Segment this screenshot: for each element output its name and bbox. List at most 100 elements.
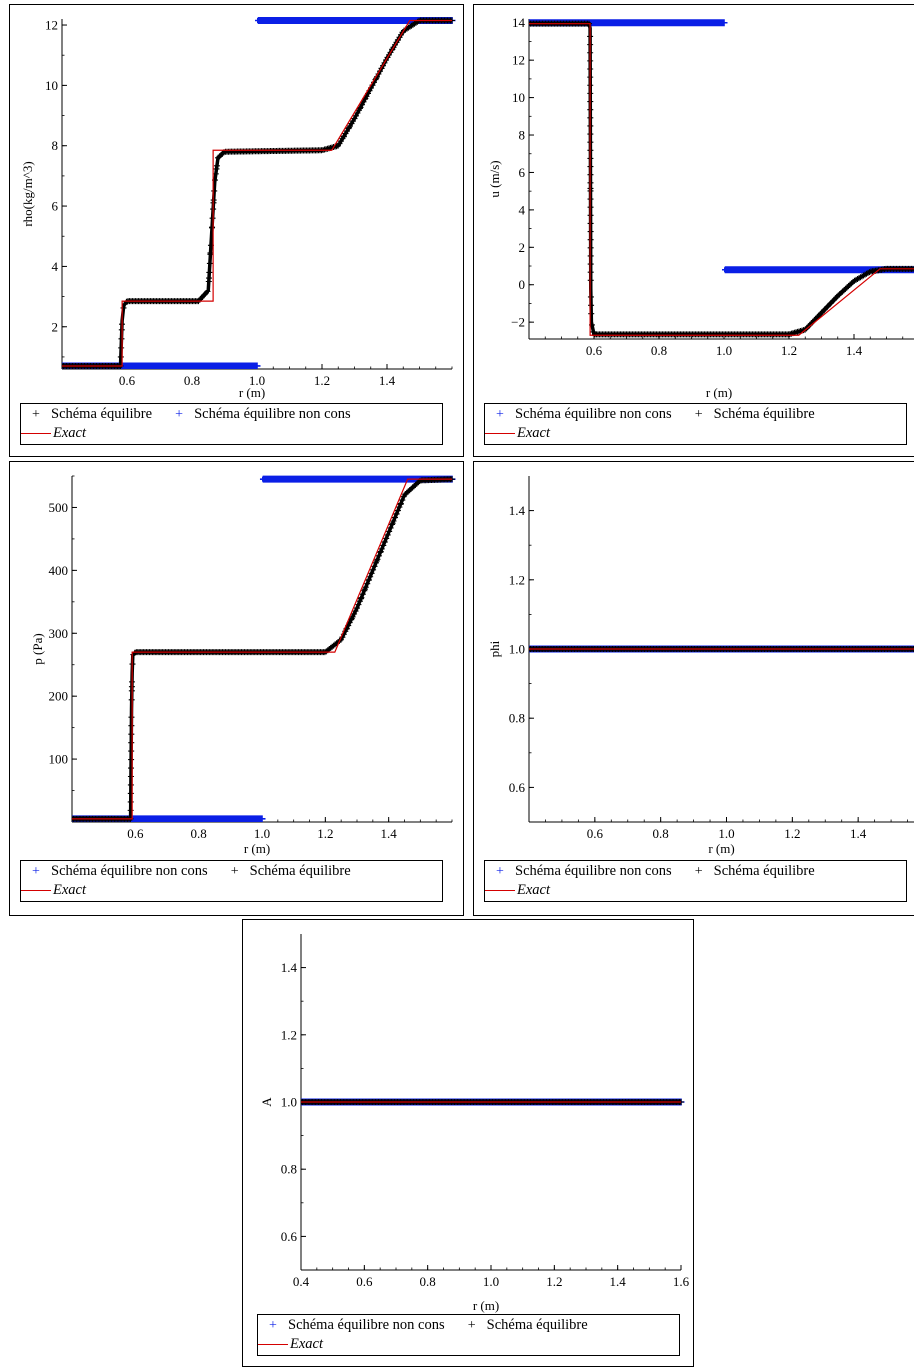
y-tick-label: 400 xyxy=(49,563,69,578)
chart-u-svg: 0.6 0.8 1.0 1.2 1.4 −2 0 2 4 6 8 10 12 14 r (m) u (m/s) xyxy=(487,15,914,400)
y-axis-label: u (m/s) xyxy=(487,160,502,197)
band-equilibre-rho xyxy=(62,18,452,368)
legend-entry: + Schéma équilibre xyxy=(457,1316,588,1335)
y-tick-label: 2 xyxy=(519,240,526,255)
legend-label: Schéma équilibre xyxy=(713,863,815,879)
x-tick-label: 1.2 xyxy=(317,826,333,841)
x-tick-label: 0.6 xyxy=(586,343,603,358)
x-tick-label: 0.6 xyxy=(356,1274,373,1289)
legend-row: Exact xyxy=(21,424,442,443)
legend-label: Exact xyxy=(290,1336,324,1352)
y-tick-label: 300 xyxy=(49,626,69,641)
chart-panel-u: 0.6 0.8 1.0 1.2 1.4 −2 0 2 4 6 8 10 12 14 r (m) u (m/s)… xyxy=(473,4,914,457)
legend-plus-marker: + xyxy=(694,407,703,422)
legend-row: + Schéma équilibre non cons + Schéma équili… xyxy=(485,405,906,424)
legend-entry: + Schéma équilibre non cons xyxy=(485,862,672,881)
y-tick-label: 12 xyxy=(45,18,58,33)
series-non_cons-rho xyxy=(62,17,456,369)
x-tick-label: 0.8 xyxy=(420,1274,436,1289)
x-tick-label: 1.4 xyxy=(381,826,398,841)
markers-equilibre-p xyxy=(72,476,455,822)
markers-non_cons-p xyxy=(72,475,456,822)
legend-entry: Exact xyxy=(485,424,550,443)
chart-panel-rho: 0.6 0.8 1.0 1.2 1.4 2 4 6 8 10 12 r (m) rho(kg/m^3) +… xyxy=(9,4,464,457)
legend-label: Schéma équilibre xyxy=(249,863,351,879)
legend-row: Exact xyxy=(485,881,906,900)
chart-rho-svg: 0.6 0.8 1.0 1.2 1.4 2 4 6 8 10 12 r (m) rho(kg/m^3) xyxy=(20,17,456,400)
markers-non_cons-rho xyxy=(62,17,456,369)
legend-entry: Exact xyxy=(21,881,86,900)
y-tick-label: 2 xyxy=(52,319,59,334)
y-tick-label: 6 xyxy=(519,165,526,180)
x-tick-label: 0.8 xyxy=(653,826,669,841)
y-tick-label: 1.2 xyxy=(509,572,525,587)
legend-row: Exact xyxy=(258,1335,679,1354)
y-tick-label: 1.0 xyxy=(281,1095,297,1110)
legend-label: Schéma équilibre non cons xyxy=(288,1317,445,1333)
series-exact-p xyxy=(72,478,452,820)
y-tick-label: 0.8 xyxy=(509,711,525,726)
legend-label: Schéma équilibre xyxy=(51,406,153,422)
x-tick-label: 1.0 xyxy=(254,826,270,841)
x-tick-label: 1.0 xyxy=(249,373,265,388)
legend-plus-marker: + xyxy=(496,407,504,422)
legend-entry: + Schéma équilibre non cons xyxy=(485,405,672,424)
legend-plus-marker: + xyxy=(496,864,504,879)
y-tick-label: 10 xyxy=(512,90,525,105)
series-non_cons-u xyxy=(529,19,914,274)
legend-label: Exact xyxy=(517,425,551,441)
y-tick-label: 0.8 xyxy=(281,1162,297,1177)
legend-plus-marker: + xyxy=(32,407,40,422)
legend-label: Schéma équilibre non cons xyxy=(515,406,672,422)
y-axis-label: p (Pa) xyxy=(30,633,45,664)
chart-panel-p: 0.6 0.8 1.0 1.2 1.4 100 200 300 400 500 r (m) p (Pa… xyxy=(9,461,464,916)
legend-plus-marker: + xyxy=(175,407,184,422)
legend-label: Schéma équilibre non cons xyxy=(515,863,672,879)
legend-label: Schéma équilibre xyxy=(486,1317,588,1333)
x-axis-label: r (m) xyxy=(708,841,734,856)
y-tick-label: 0.6 xyxy=(509,780,526,795)
x-axis-label: r (m) xyxy=(239,385,265,400)
markers-non_cons-u xyxy=(529,19,914,274)
markers-equilibre-u xyxy=(529,20,914,338)
x-tick-label: 0.8 xyxy=(191,826,207,841)
legend-entry: + Schéma équilibre xyxy=(220,862,351,881)
series-non_cons-p xyxy=(72,475,456,822)
chart-A-svg: 0.4 0.6 0.8 1.0 1.2 1.4 1.6 0.6 0.8 1.0 1.2 1.4 r (m… xyxy=(259,934,690,1313)
series-exact-u xyxy=(529,23,914,336)
legend-row: Exact xyxy=(485,424,906,443)
chart-panel-phi: 0.6 0.8 1.0 1.2 1.4 0.6 0.8 1.0 1.2 1.4 r (m) phi + S… xyxy=(473,461,914,916)
x-axis-label: r (m) xyxy=(706,385,732,400)
legend-row: + Schéma équilibre non cons + Schéma équili… xyxy=(21,862,442,881)
legend-line-swatch xyxy=(485,890,515,891)
legend-entry: + Schéma équilibre non cons xyxy=(21,862,208,881)
y-tick-label: 1.0 xyxy=(509,642,525,657)
x-tick-label: 1.0 xyxy=(483,1274,499,1289)
x-tick-label: 0.6 xyxy=(119,373,136,388)
x-tick-label: 1.2 xyxy=(781,343,797,358)
y-tick-label: 8 xyxy=(52,138,59,153)
y-tick-label: 0.6 xyxy=(281,1229,298,1244)
x-axis-label: r (m) xyxy=(244,841,270,856)
x-tick-label: 1.4 xyxy=(850,826,867,841)
x-tick-label: 1.2 xyxy=(546,1274,562,1289)
legend-plus-marker: + xyxy=(694,864,703,879)
series-equilibre-p xyxy=(72,476,455,822)
y-tick-label: 6 xyxy=(52,199,59,214)
y-tick-label: 500 xyxy=(49,500,69,515)
y-tick-label: −2 xyxy=(511,315,525,330)
y-tick-label: 1.2 xyxy=(281,1027,297,1042)
chart-panel-A: 0.4 0.6 0.8 1.0 1.2 1.4 1.6 0.6 0.8 1.0 1.2 1.4 r (m… xyxy=(242,919,694,1367)
x-tick-label: 0.6 xyxy=(587,826,604,841)
legend-entry: + Schéma équilibre non cons xyxy=(164,405,351,424)
y-tick-label: 12 xyxy=(512,53,525,68)
legend-entry: + Schéma équilibre xyxy=(21,405,152,424)
x-tick-label: 1.0 xyxy=(718,826,734,841)
legend-row: + Schéma équilibre non cons + Schéma équili… xyxy=(258,1316,679,1335)
x-axis-label: r (m) xyxy=(473,1298,499,1313)
legend-entry: Exact xyxy=(21,424,86,443)
legend-row: + Schéma équilibre + Schéma équilibre non c… xyxy=(21,405,442,424)
legend-A: + Schéma équilibre non cons + Schéma équili… xyxy=(257,1314,680,1356)
legend-label: Schéma équilibre xyxy=(713,406,815,422)
x-tick-label: 0.6 xyxy=(127,826,144,841)
